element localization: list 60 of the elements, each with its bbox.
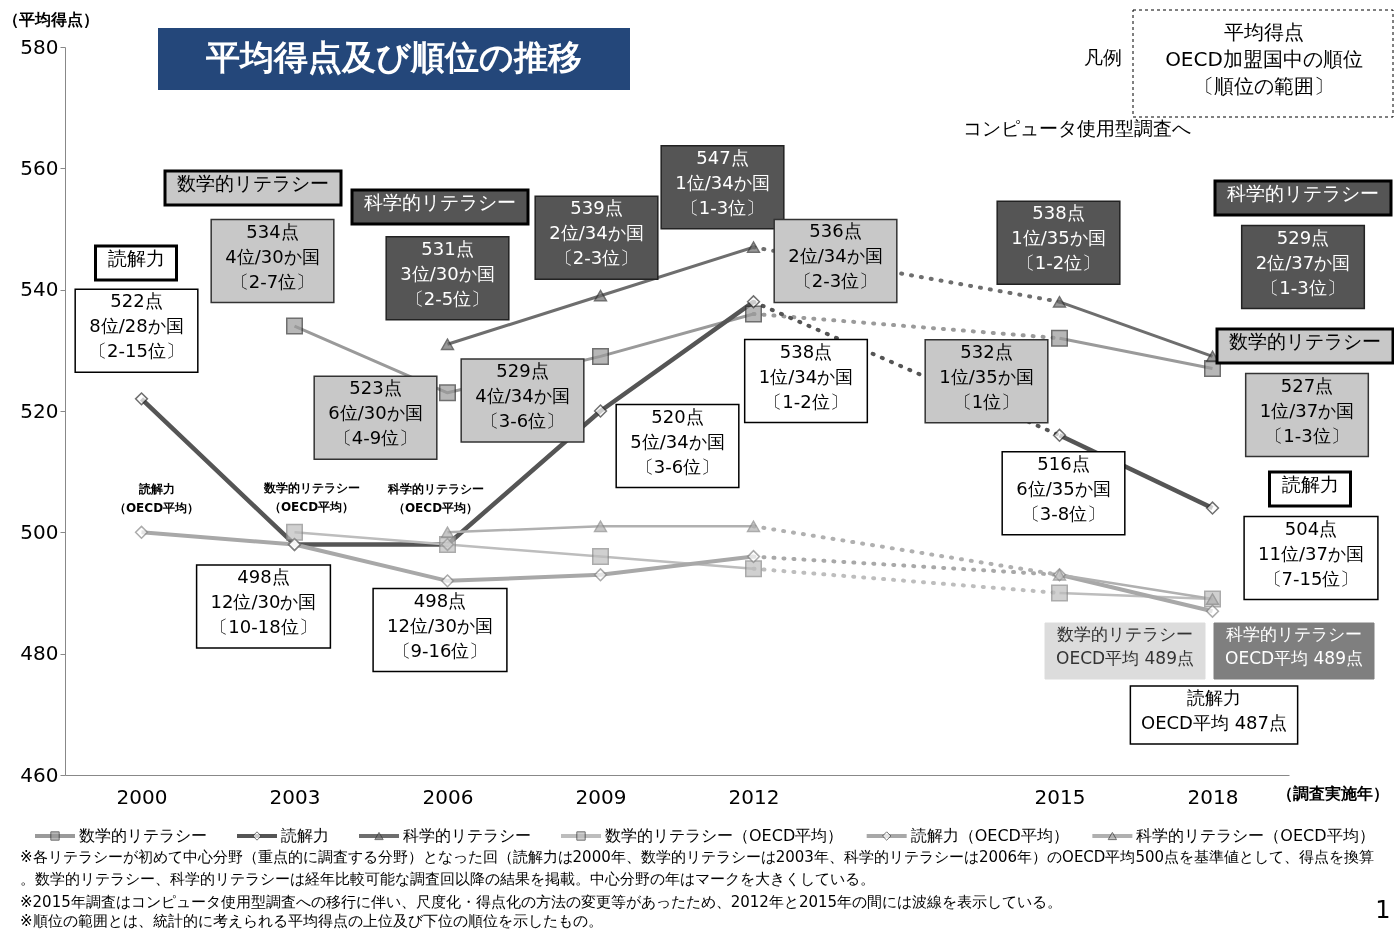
legend-label: 読解力（OECD平均） bbox=[910, 826, 1069, 845]
y-tick-label: 560 bbox=[20, 155, 59, 180]
annotation: 科学的リテラシー bbox=[1227, 182, 1379, 204]
x-tick-label: 2012 bbox=[728, 784, 780, 809]
legend-label: 科学的リテラシー bbox=[403, 826, 531, 845]
annotation: 527点1位/37か国〔1-3位〕 bbox=[1259, 374, 1355, 446]
annotation: 科学的リテラシー bbox=[364, 191, 516, 213]
annotation: 534点4位/30か国〔2-7位〕 bbox=[225, 220, 320, 292]
annotation: 538点1位/35か国〔1-2位〕 bbox=[1011, 202, 1106, 274]
x-tick-label: 2000 bbox=[116, 784, 168, 809]
annotation: 538点1位/34か国〔1-2位〕 bbox=[758, 340, 854, 412]
legend-label: 数学的リテラシー bbox=[79, 826, 207, 845]
text: 1 bbox=[1375, 895, 1391, 924]
annotation: 536点2位/34か国〔2-3位〕 bbox=[788, 220, 883, 292]
x-tick-label: 2003 bbox=[269, 784, 321, 809]
y-tick-label: 480 bbox=[20, 641, 59, 666]
annotation: 数学的リテラシー bbox=[1229, 330, 1381, 352]
y-tick-label: 460 bbox=[20, 762, 59, 787]
text: ※各リテラシーが初めて中心分野（重点的に調査する分野）となった回（読解力は2000年、数学的リテラシーは2003年、科学的リテラシーは2006年）のOECD平均500点を基準値として、得点を換算。数学的リテラシー、科学的リテラシーは経年比較可能な調査回以降の結果を掲載。中心分野の年はマークを大きくしている。 bbox=[20, 848, 1375, 888]
annotation: 読解力OECD平均 487点 bbox=[1140, 687, 1288, 733]
text: ※2015年調査はコンピュータ使用型調査への移行に伴い、尺度化・得点化の方法の変更等があったため、2012年と2015年の間には波線を表示している。 bbox=[20, 893, 1063, 911]
annotation: 凡例 bbox=[1084, 46, 1122, 68]
annotation: コンピュータ使用型調査へ bbox=[963, 117, 1191, 139]
annotation: 科学的リテラシーOECD平均 489点 bbox=[1225, 624, 1363, 668]
chart-title: 平均得点及び順位の推移 bbox=[205, 37, 582, 77]
annotation: 529点2位/37か国〔1-3位〕 bbox=[1255, 226, 1351, 298]
annotation: 547点1位/34か国〔1-3位〕 bbox=[675, 146, 770, 218]
annotation: 531点3位/30か国〔2-5位〕 bbox=[400, 237, 495, 309]
annotation: 498点12位/30か国〔9-16位〕 bbox=[387, 589, 493, 661]
legend-label: 科学的リテラシー（OECD平均） bbox=[1136, 826, 1375, 845]
annotation: 数学的リテラシー（OECD平均） bbox=[262, 481, 360, 515]
annotation: 読解力 bbox=[1281, 473, 1339, 495]
annotation: 539点2位/34か国〔2-3位〕 bbox=[549, 197, 644, 269]
x-tick-label: 2018 bbox=[1187, 784, 1239, 809]
y-axis-title: （平均得点） bbox=[3, 10, 99, 29]
annotation: 平均得点OECD加盟国中の順位〔順位の範囲〕 bbox=[1165, 19, 1363, 98]
annotation: 532点1位/35か国〔1位〕 bbox=[939, 340, 1034, 412]
annotation: 523点6位/30か国〔4-9位〕 bbox=[328, 377, 423, 449]
annotation: 529点4位/34か国〔3-6位〕 bbox=[475, 359, 570, 431]
x-tick-label: 2006 bbox=[422, 784, 474, 809]
annotation: 科学的リテラシー（OECD平均） bbox=[386, 482, 484, 516]
y-tick-label: 520 bbox=[20, 398, 59, 423]
y-tick-label: 580 bbox=[20, 34, 59, 59]
annotation: 522点8位/28か国〔2-15位〕 bbox=[89, 290, 184, 362]
annotation: 504点11位/37か国〔7-15位〕 bbox=[1258, 517, 1364, 589]
annotation: 読解力（OECD平均） bbox=[113, 482, 200, 516]
x-axis-title: （調査実施年） bbox=[1277, 784, 1389, 803]
y-tick-label: 540 bbox=[20, 277, 59, 302]
annotation: 520点5位/34か国〔3-6位〕 bbox=[630, 405, 725, 477]
annotation: 読解力 bbox=[107, 247, 165, 269]
legend-label: 数学的リテラシー（OECD平均） bbox=[605, 826, 844, 845]
x-tick-label: 2009 bbox=[575, 784, 627, 809]
x-tick-label: 2015 bbox=[1034, 784, 1086, 809]
annotation: 数学的リテラシー bbox=[177, 172, 329, 194]
legend-label: 読解力 bbox=[281, 826, 329, 845]
y-tick-label: 500 bbox=[20, 519, 59, 544]
annotation: 数学的リテラシーOECD平均 489点 bbox=[1056, 624, 1194, 668]
text: ※順位の範囲とは、統計的に考えられる平均得点の上位及び下位の順位を示したもの。 bbox=[20, 912, 603, 930]
annotation: 516点6位/35か国〔3-8位〕 bbox=[1016, 452, 1111, 524]
annotation: 498点12位/30か国〔10-18位〕 bbox=[210, 565, 317, 637]
